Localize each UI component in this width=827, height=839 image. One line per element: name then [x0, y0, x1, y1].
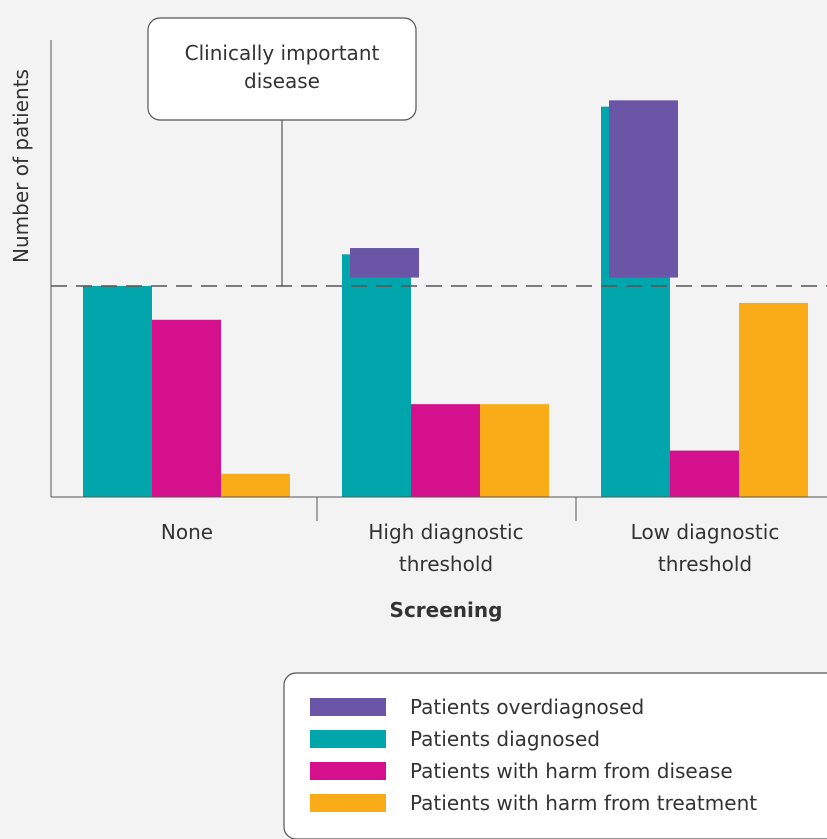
bar-patients-with-harm-from-disease-2: [411, 404, 480, 497]
bars-layer: [83, 100, 808, 498]
legend-label-patients-overdiagnosed: Patients overdiagnosed: [410, 695, 644, 719]
category-label-line: High diagnostic: [368, 520, 523, 544]
category-label-line: threshold: [399, 552, 493, 576]
category-label-3: Low diagnostic threshold: [631, 520, 780, 576]
legend-label-patients-with-harm-from-treatment: Patients with harm from treatment: [410, 791, 757, 815]
legend-swatch-patients-overdiagnosed: [310, 698, 386, 716]
bar-patients-with-harm-from-treatment-3: [739, 302, 808, 497]
legend-label-patients-with-harm-from-disease: Patients with harm from disease: [410, 759, 733, 783]
annotation-text: Clinically important disease: [185, 41, 380, 93]
bar-patients-with-harm-from-disease-1: [152, 319, 221, 497]
category-label-line: None: [161, 520, 213, 544]
bar-patients-diagnosed-1: [83, 286, 152, 497]
annotation-layer: Clinically important disease: [147, 17, 417, 286]
category-label-line: Low diagnostic: [631, 520, 780, 544]
bar-patients-with-harm-from-disease-3: [670, 450, 739, 497]
annotation-box: [147, 17, 417, 121]
category-label-2: High diagnostic threshold: [368, 520, 523, 576]
category-label-line: threshold: [658, 552, 752, 576]
x-axis-title: Screening: [390, 598, 503, 622]
annotation-text-line: disease: [244, 69, 320, 93]
bar-patients-overdiagnosed-3: [609, 100, 678, 278]
y-axis-title: Number of patients: [9, 69, 33, 263]
legend-label-patients-diagnosed: Patients diagnosed: [410, 727, 600, 751]
bar-patients-diagnosed-2: [342, 254, 411, 497]
legend-swatch-patients-diagnosed: [310, 730, 386, 748]
bar-patients-with-harm-from-treatment-2: [480, 404, 549, 497]
legend-box: [283, 672, 827, 839]
bar-patients-with-harm-from-treatment-1: [221, 473, 290, 497]
legend: Patients overdiagnosed Patients diagnosed…: [283, 672, 827, 839]
annotation-text-line: Clinically important: [185, 41, 380, 65]
category-label-1: None: [161, 520, 213, 544]
bar-patients-overdiagnosed-2: [350, 248, 419, 278]
legend-swatch-patients-with-harm-from-treatment: [310, 794, 386, 812]
legend-swatch-patients-with-harm-from-disease: [310, 762, 386, 780]
